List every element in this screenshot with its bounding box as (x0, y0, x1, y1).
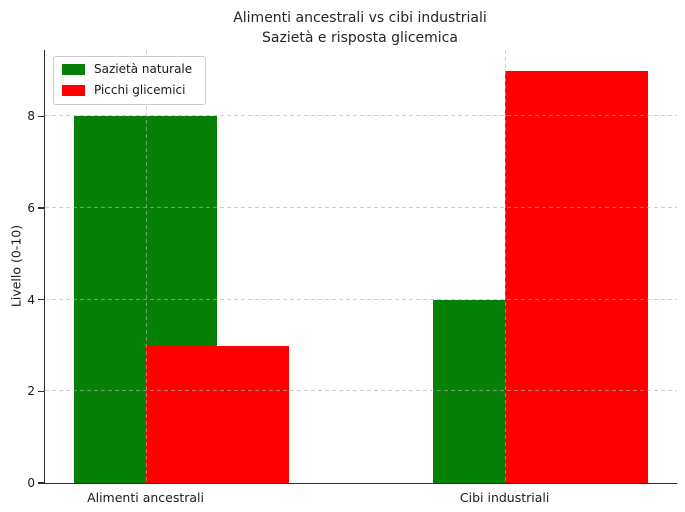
legend-item: Sazietà naturale (62, 62, 193, 77)
legend-item: Picchi glicemici (62, 82, 192, 98)
y-tick-label: 8 (27, 109, 35, 124)
v-gridline (145, 50, 147, 483)
y-axis-label: Livello (0-10) (8, 224, 24, 308)
legend-label: Picchi glicemici (94, 82, 186, 97)
x-tick-label: Cibi industriali (459, 490, 550, 505)
y-tick-mark (38, 115, 44, 118)
legend-swatch (62, 85, 85, 97)
plot-area: Sazietà naturale Picchi glicemici 0 2 4 6 8 Al… (27, 50, 677, 505)
bar-series-1-cat-0 (145, 345, 290, 483)
bar-series-1-cat-1 (504, 70, 649, 483)
y-tick-mark (38, 482, 44, 484)
x-tick-label: Alimenti ancestrali (87, 490, 204, 505)
chart-title: Alimenti ancestrali vs cibi industriali (233, 10, 487, 26)
y-tick-label: 4 (27, 292, 35, 307)
chart-title-block: Alimenti ancestrali vs cibi industriali … (44, 9, 676, 49)
y-tick-mark (38, 390, 44, 393)
h-gridline (45, 115, 677, 117)
legend: Sazietà naturale Picchi glicemici (53, 56, 207, 105)
y-tick-label: 2 (27, 384, 35, 399)
legend-label: Sazietà naturale (94, 62, 193, 76)
y-tick-label: 6 (27, 201, 35, 216)
h-gridline (45, 298, 677, 300)
y-tick-mark (38, 298, 44, 301)
h-gridline (45, 207, 677, 209)
y-tick-mark (38, 207, 44, 209)
v-gridline (504, 50, 506, 483)
y-tick-label: 0 (27, 476, 35, 490)
h-gridline (45, 390, 677, 392)
chart-subtitle: Sazietà e risposta glicemica (262, 29, 458, 46)
legend-swatch (62, 64, 85, 76)
